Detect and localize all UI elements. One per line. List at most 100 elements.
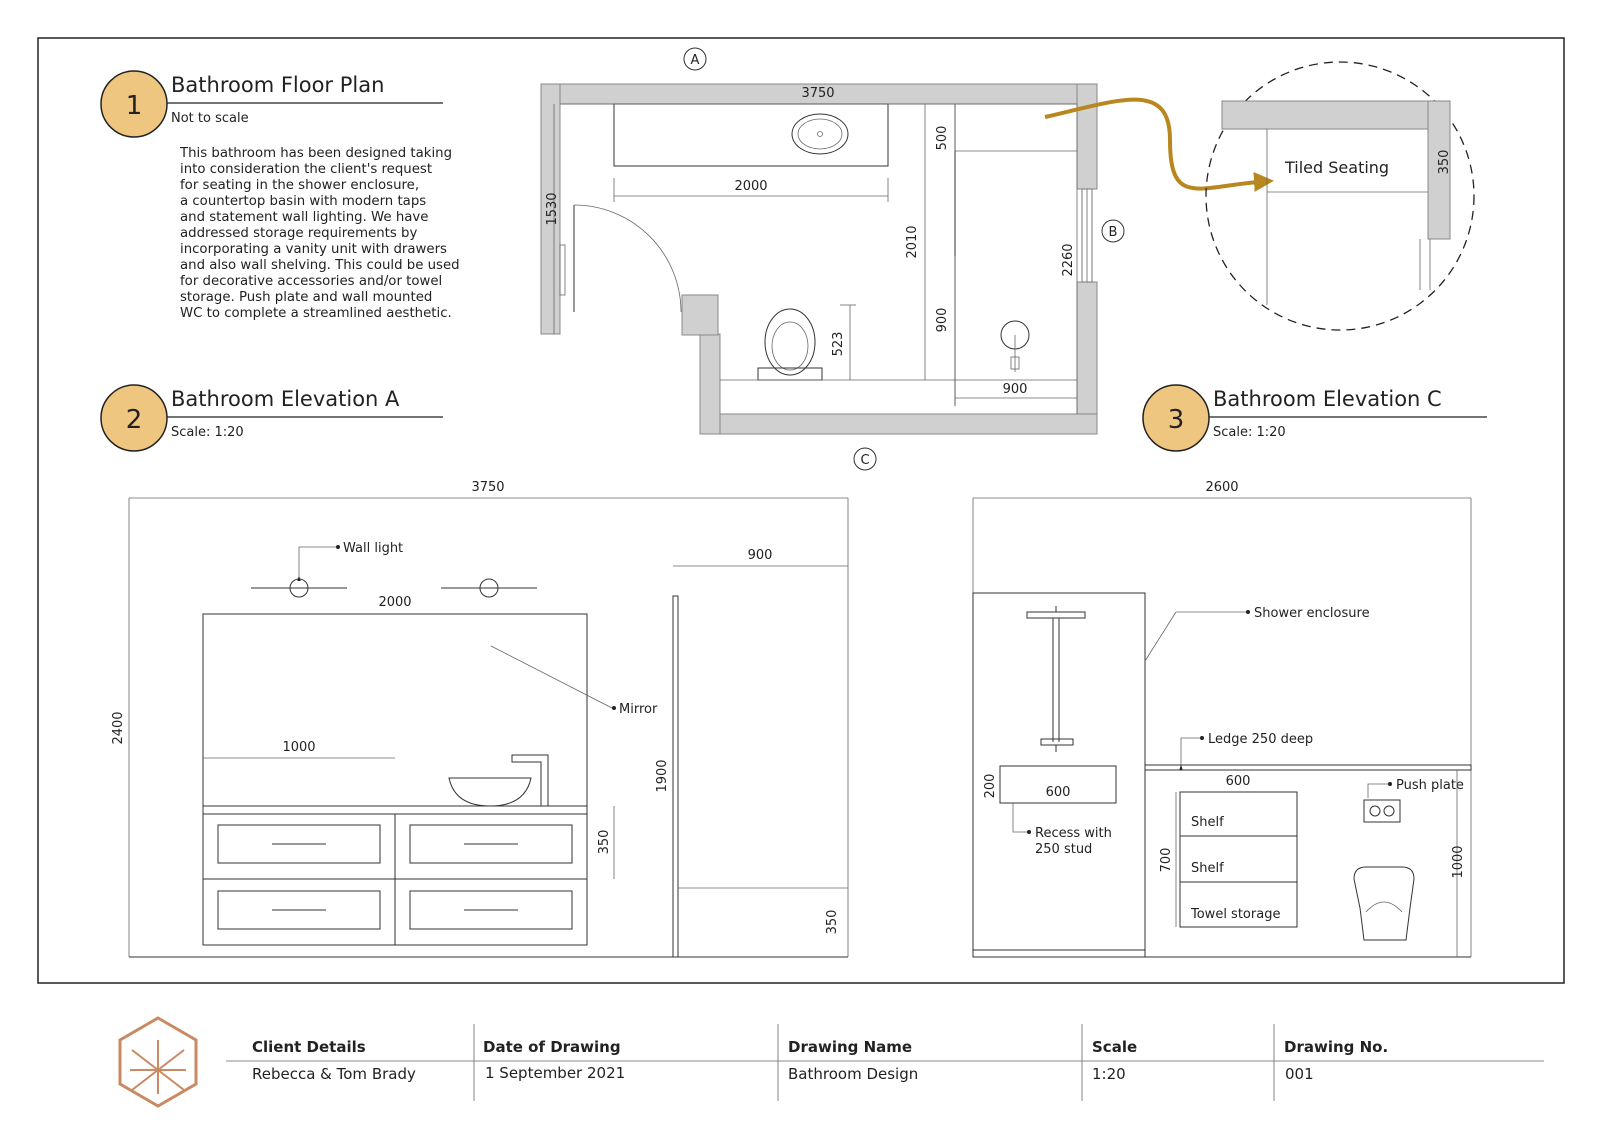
elev-a-dim-width: 3750 <box>471 480 504 495</box>
plan-wc <box>764 308 816 376</box>
sheet-border <box>37 37 1565 984</box>
floor-plan-scale-note: Not to scale <box>171 111 249 126</box>
title-block: Client Details Rebecca & Tom Brady Date … <box>118 1016 1544 1108</box>
title-client-value: Rebecca & Tom Brady <box>252 1065 416 1083</box>
title-scale-value: 1:20 <box>1092 1065 1126 1083</box>
elev-c-dim-recess-h: 200 <box>983 774 998 799</box>
label-ledge: Ledge 250 deep <box>1208 732 1313 747</box>
title-scale-label: Scale <box>1092 1038 1137 1056</box>
elev-a-dim-mirror: 2000 <box>378 595 411 610</box>
plan-dim-width: 3750 <box>801 86 834 101</box>
elevation-c-drawing: 2600 Shower enclosure 600 200 Recess wit… <box>972 480 1472 958</box>
elevation-c-scale: Scale: 1:20 <box>1213 425 1286 440</box>
elev-vanity-top <box>202 805 588 815</box>
elevation-c-badge: 3 <box>1168 405 1185 435</box>
tiled-seating-detail: Tiled Seating 350 <box>1044 61 1475 331</box>
wall-bottom <box>699 413 1098 435</box>
drawer <box>409 890 573 930</box>
marker-a: A <box>691 53 700 68</box>
elev-a-dim-vanity: 1000 <box>282 740 315 755</box>
elev-c-wc <box>1353 866 1415 941</box>
floor-plan-header: 1 Bathroom Floor Plan Not to scale This … <box>100 70 460 321</box>
elev-c-dim-shelf-w: 600 <box>1226 774 1251 789</box>
drawer <box>409 824 573 864</box>
push-plate <box>1363 799 1401 823</box>
floor-plan-description: This bathroom has been designed taking i… <box>179 146 460 321</box>
floor-plan-title: Bathroom Floor Plan <box>171 73 384 97</box>
label-shelf-1: Shelf <box>1191 815 1224 830</box>
wall-light-icon <box>479 578 499 598</box>
detail-wall-top <box>1221 100 1451 130</box>
description-line: a countertop basin with modern taps <box>180 194 426 209</box>
description-line: for seating in the shower enclosure, <box>180 178 419 193</box>
elevation-a-title: Bathroom Elevation A <box>171 387 400 411</box>
shelving-unit <box>1179 791 1298 928</box>
description-line: and statement wall lighting. We have <box>180 210 428 225</box>
elev-c-dim-width: 2600 <box>1205 480 1238 495</box>
title-client-label: Client Details <box>252 1038 366 1056</box>
marker-c-circle <box>853 447 877 471</box>
detail-leader-arrow <box>1044 97 1274 192</box>
wall-inner-left <box>699 333 721 435</box>
detail-wall-right <box>1427 100 1451 240</box>
plan-vanity <box>613 103 889 167</box>
marker-b: B <box>1109 225 1118 240</box>
elev-a-dim-drawer: 350 <box>597 830 612 855</box>
elev-a-dim-height: 2400 <box>111 711 126 744</box>
marker-a-circle <box>683 47 707 71</box>
title-date-value: 1 September 2021 <box>485 1064 625 1082</box>
elev-c-ledge <box>1144 764 1472 771</box>
plan-dim-shower-lower: 900 <box>935 308 950 333</box>
label-recess-line1: Recess with <box>1035 826 1112 841</box>
elev-a-dim-shower: 900 <box>748 548 773 563</box>
description-line: and also wall shelving. This could be us… <box>180 258 460 273</box>
wall-stub <box>681 294 719 336</box>
elev-a-dim-base: 350 <box>825 910 840 935</box>
title-number-label: Drawing No. <box>1284 1038 1388 1056</box>
description-line: incorporating a vanity unit with drawers <box>180 242 447 257</box>
elev-c-dim-shelf-h: 700 <box>1159 848 1174 873</box>
description-line: into consideration the client's request <box>180 162 432 177</box>
detail-label: Tiled Seating <box>1284 158 1389 177</box>
elev-a-dim-screen: 1900 <box>655 759 670 792</box>
elevation-c-badge-circle <box>1142 384 1210 452</box>
description-line: addressed storage requirements by <box>180 226 417 241</box>
floor-plan-drawing: A C B <box>540 47 1125 471</box>
title-name-value: Bathroom Design <box>788 1065 918 1083</box>
label-shelf-2: Shelf <box>1191 861 1224 876</box>
description-line: storage. Push plate and wall mounted <box>180 290 432 305</box>
label-push-plate: Push plate <box>1396 778 1464 793</box>
elevation-a-badge-circle <box>100 384 168 452</box>
plan-dim-ledge-depth: 500 <box>935 126 950 151</box>
plan-dim-wall-b: 2260 <box>1061 243 1076 276</box>
floor-plan-badge: 1 <box>126 91 143 121</box>
elev-a-shower-screen <box>672 595 679 958</box>
company-logo <box>118 1016 198 1108</box>
elev-c-dim-right-h: 1000 <box>1451 845 1466 878</box>
door-swing <box>573 204 682 313</box>
label-mirror: Mirror <box>619 702 658 717</box>
elev-c-shower-enclosure <box>972 592 1146 958</box>
marker-c: C <box>860 453 869 468</box>
detail-dim: 350 <box>1437 150 1452 175</box>
description-line: This bathroom has been designed taking <box>179 146 452 161</box>
elevation-c-header: 3 Bathroom Elevation C Scale: 1:20 <box>1142 384 1487 452</box>
elevation-a-scale: Scale: 1:20 <box>171 425 244 440</box>
label-recess-line2: 250 stud <box>1035 842 1092 857</box>
mirror <box>202 613 588 807</box>
plan-dim-vanity: 2000 <box>734 179 767 194</box>
detail-circle <box>1205 61 1475 331</box>
elev-tap <box>511 754 549 807</box>
elevation-a-drawing: 3750 2400 Wall light 2000 Mirror 1000 <box>111 480 849 958</box>
drawer <box>217 890 381 930</box>
plan-dim-shower-upper: 2010 <box>905 225 920 258</box>
marker-b-circle <box>1101 219 1125 243</box>
description-line: WC to complete a streamlined aesthetic. <box>180 306 452 321</box>
elev-c-dim-recess-w: 600 <box>1046 785 1071 800</box>
label-towel-storage: Towel storage <box>1190 907 1280 922</box>
title-date-label: Date of Drawing <box>483 1038 621 1056</box>
wall-right-lower <box>1076 281 1098 435</box>
floor-plan-badge-circle <box>100 70 168 138</box>
title-name-label: Drawing Name <box>788 1038 912 1056</box>
